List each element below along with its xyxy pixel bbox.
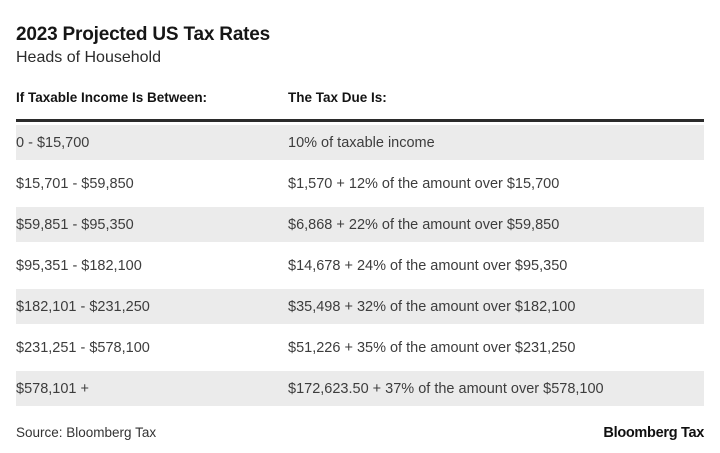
income-cell: $59,851 - $95,350 <box>16 216 134 233</box>
bloomberg-tax-logo: Bloomberg Tax <box>603 425 704 441</box>
tax-due-cell: $51,226 + 35% of the amount over $231,25… <box>288 339 576 356</box>
income-cell: $95,351 - $182,100 <box>16 257 142 274</box>
income-cell: $182,101 - $231,250 <box>16 298 150 315</box>
page-subtitle: Heads of Household <box>16 49 161 66</box>
tax-due-cell: $172,623.50 + 37% of the amount over $57… <box>288 380 604 397</box>
table-column-headers: If Taxable Income Is Between: The Tax Du… <box>16 90 704 106</box>
tax-due-cell: $35,498 + 32% of the amount over $182,10… <box>288 298 576 315</box>
table-row: $578,101 + $172,623.50 + 37% of the amou… <box>16 368 704 409</box>
table-row: $231,251 - $578,100 $51,226 + 35% of the… <box>16 327 704 368</box>
source-text: Source: Bloomberg Tax <box>16 425 157 440</box>
tax-due-cell: $6,868 + 22% of the amount over $59,850 <box>288 216 560 233</box>
table-row: $15,701 - $59,850 $1,570 + 12% of the am… <box>16 163 704 204</box>
tax-due-cell: $1,570 + 12% of the amount over $15,700 <box>288 175 560 192</box>
column-header-tax-due: The Tax Due Is: <box>288 90 387 105</box>
income-cell: $231,251 - $578,100 <box>16 339 150 356</box>
table-row: 0 - $15,700 10% of taxable income <box>16 122 704 163</box>
table-row: $95,351 - $182,100 $14,678 + 24% of the … <box>16 245 704 286</box>
page-title: 2023 Projected US Tax Rates <box>16 24 271 45</box>
header-rule <box>16 119 704 122</box>
income-cell: 0 - $15,700 <box>16 134 90 151</box>
tax-due-cell: 10% of taxable income <box>288 134 435 151</box>
footer: Source: Bloomberg Tax Bloomberg Tax <box>16 425 704 441</box>
table-row: $182,101 - $231,250 $35,498 + 32% of the… <box>16 286 704 327</box>
tax-due-cell: $14,678 + 24% of the amount over $95,350 <box>288 257 568 274</box>
table-row: $59,851 - $95,350 $6,868 + 22% of the am… <box>16 204 704 245</box>
column-header-income: If Taxable Income Is Between: <box>16 90 208 105</box>
income-cell: $578,101 + <box>16 380 89 397</box>
income-cell: $15,701 - $59,850 <box>16 175 134 192</box>
table-body: 0 - $15,700 10% of taxable income $15,70… <box>16 122 704 409</box>
